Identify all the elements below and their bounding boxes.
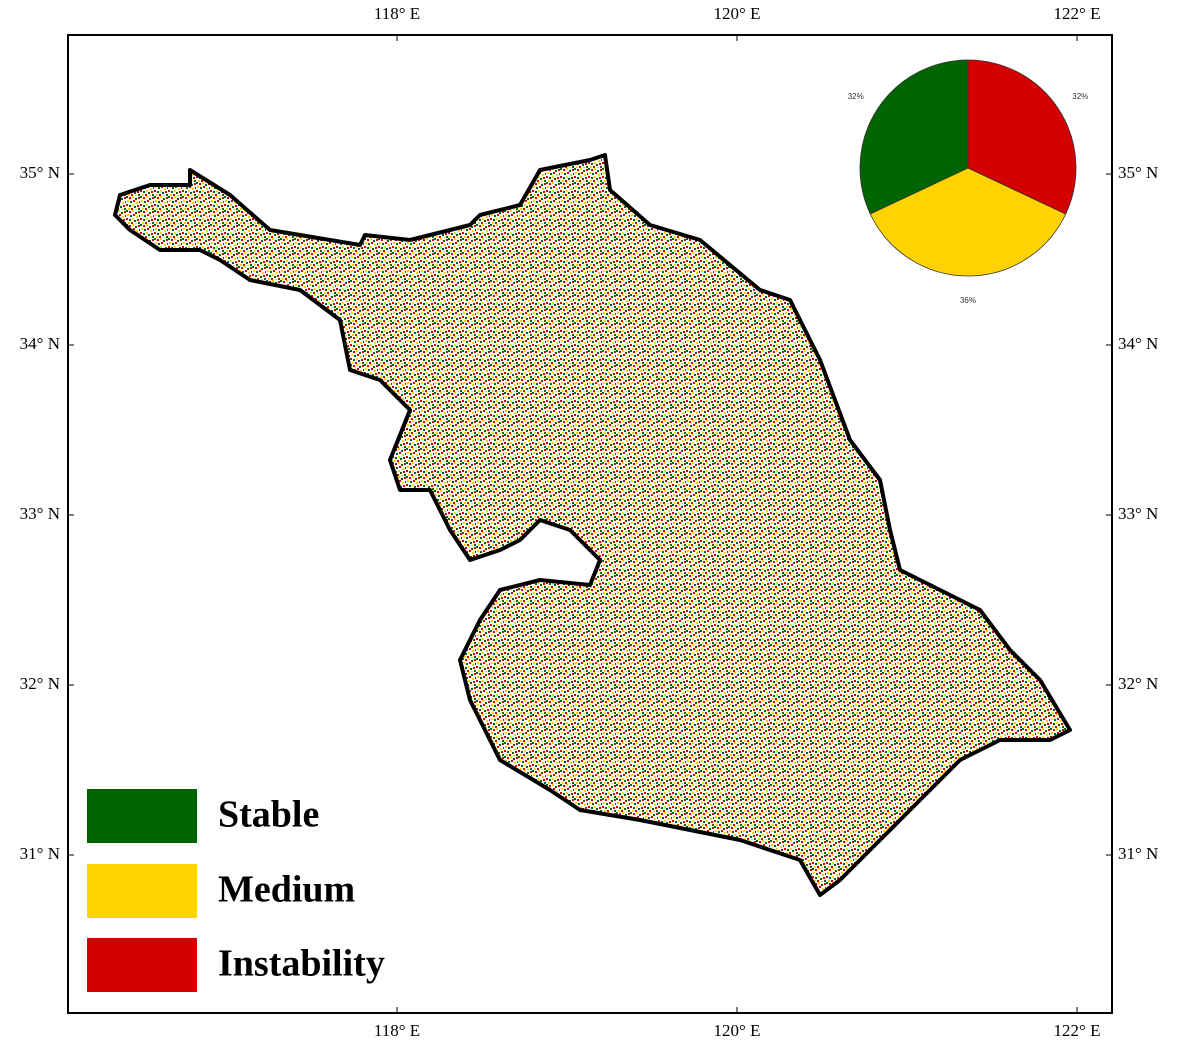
pie-slice: [859, 59, 969, 215]
lat-label: 31° N: [1118, 844, 1158, 863]
legend-label: Instability: [218, 943, 385, 985]
lat-label: 34° N: [20, 334, 60, 353]
pie-slice: [967, 59, 1077, 215]
lon-label: 118° E: [374, 4, 420, 23]
legend-swatch: [87, 864, 197, 918]
pie-label: 32%: [1072, 92, 1088, 101]
lon-label: 120° E: [714, 1021, 761, 1040]
lon-label: 122° E: [1054, 4, 1101, 23]
lat-label: 32° N: [20, 674, 60, 693]
lat-label: 31° N: [20, 844, 60, 863]
legend-swatch: [87, 789, 197, 843]
lat-label: 33° N: [20, 504, 60, 523]
lon-label: 118° E: [374, 1021, 420, 1040]
pie-label: 36%: [960, 296, 976, 305]
legend-label: Medium: [218, 869, 355, 911]
legend-swatch: [87, 938, 197, 992]
lat-label: 35° N: [20, 163, 60, 182]
map-frame: [67, 34, 1113, 1014]
lon-label: 120° E: [714, 4, 761, 23]
lon-label: 122° E: [1054, 1021, 1101, 1040]
pie-label: 32%: [848, 92, 864, 101]
lat-label: 33° N: [1118, 504, 1158, 523]
province-outline: [113, 153, 1072, 897]
lat-label: 35° N: [1118, 163, 1158, 182]
pie-slice: [869, 167, 1067, 277]
lat-label: 34° N: [1118, 334, 1158, 353]
legend-label: Stable: [218, 794, 319, 836]
lat-label: 32° N: [1118, 674, 1158, 693]
